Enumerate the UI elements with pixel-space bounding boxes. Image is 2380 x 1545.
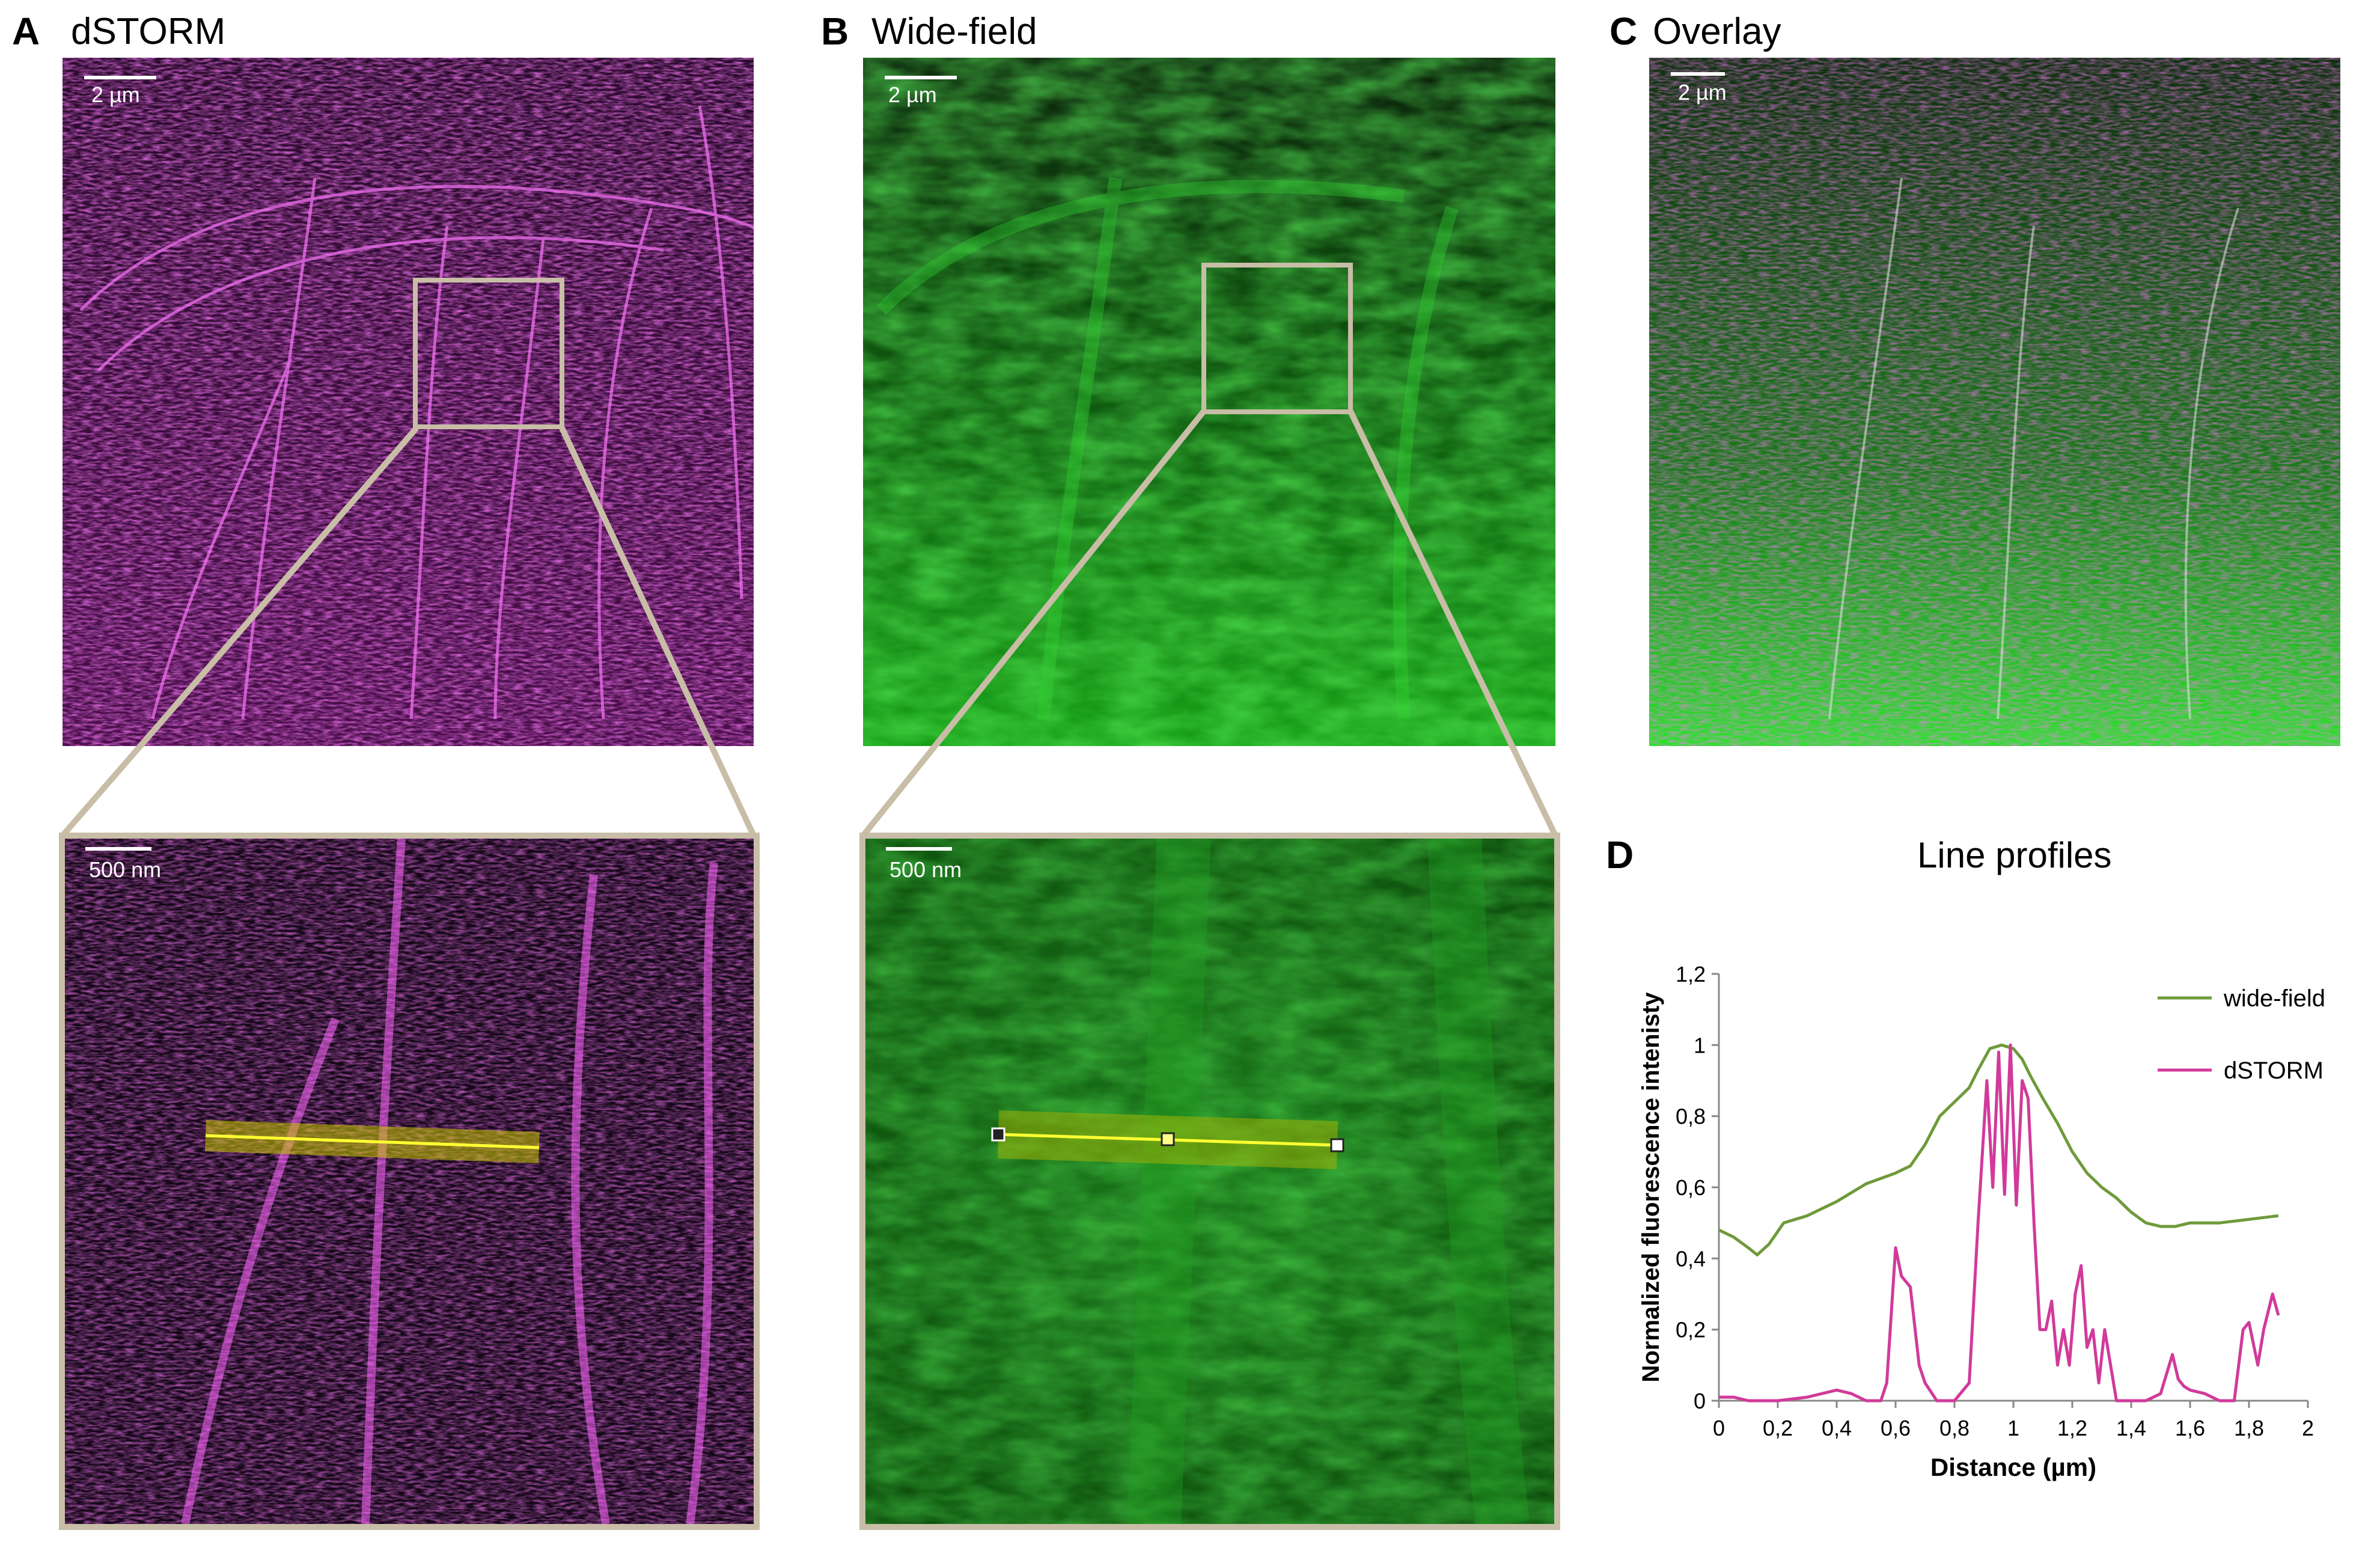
dstorm-zoom-image: 500 nm <box>59 833 760 1530</box>
panel-letter-d: D <box>1606 833 1634 877</box>
line-roi-b[interactable] <box>865 839 1554 1524</box>
y-tick-label: 0,2 <box>1676 1318 1706 1342</box>
scale-bar <box>886 847 952 851</box>
scale-bar <box>85 847 151 851</box>
panel-title-c: Overlay <box>1653 11 1781 52</box>
x-tick-label: 1,8 <box>2234 1416 2264 1440</box>
x-tick-label: 1,4 <box>2116 1416 2146 1440</box>
x-tick-label: 1,6 <box>2175 1416 2205 1440</box>
scale-bar <box>885 76 957 79</box>
x-tick-label: 1,2 <box>2057 1416 2087 1440</box>
x-tick-label: 1 <box>2007 1416 2019 1440</box>
y-axis-label: Normalized fluorescence intenisty <box>1638 992 1664 1383</box>
series-line-dstorm <box>1719 1043 2280 1403</box>
panel-letter-c: C <box>1610 10 1638 53</box>
roi-box-b <box>1201 263 1353 414</box>
x-tick-label: 0,2 <box>1763 1416 1793 1440</box>
roi-box-a <box>413 278 564 429</box>
widefield-zoom-image: 500 nm <box>859 833 1560 1530</box>
line-roi-a[interactable] <box>65 839 754 1524</box>
overlay-image: 2 µm <box>1649 58 2340 746</box>
x-tick-label: 0 <box>1713 1416 1725 1440</box>
widefield-image: 2 µm <box>863 58 1555 746</box>
y-tick-label: 1,2 <box>1676 962 1706 987</box>
x-axis-label: Distance (µm) <box>1930 1453 2096 1481</box>
y-tick-label: 0,4 <box>1676 1246 1706 1271</box>
scale-bar <box>84 76 156 79</box>
roi-handle-mid[interactable] <box>1161 1132 1175 1146</box>
roi-handle-start[interactable] <box>991 1127 1005 1142</box>
legend-label: dSTORM <box>2224 1057 2324 1084</box>
panel-letter-b: B <box>821 10 849 53</box>
scale-bar-label: 2 µm <box>1678 80 1727 105</box>
scale-bar-label: 2 µm <box>888 82 937 107</box>
y-tick-label: 0 <box>1694 1389 1706 1413</box>
dstorm-image: 2 µm <box>63 58 754 746</box>
panel-letter-a: A <box>12 10 40 53</box>
panel-title-a: dSTORM <box>71 11 226 52</box>
line-profile-chart: 0 0,2 0,4 0,6 0,8 1 1,2 1,4 1,6 1,8 2 0 0,2 0,4 0,6 0,8… <box>1638 962 2325 1481</box>
x-tick-label: 0,6 <box>1881 1416 1911 1440</box>
y-tick-label: 0,6 <box>1676 1175 1706 1200</box>
y-tick-label: 0,8 <box>1676 1104 1706 1129</box>
scale-bar <box>1671 72 1725 76</box>
panel-title-b: Wide-field <box>871 11 1037 52</box>
chart-title: Line profiles <box>1917 835 2112 875</box>
x-tick-label: 0,8 <box>1939 1416 1970 1440</box>
scale-bar-label: 500 nm <box>889 857 962 882</box>
legend-label: wide-field <box>2223 985 2325 1012</box>
x-tick-label: 2 <box>2302 1416 2314 1440</box>
roi-handle-end[interactable] <box>1330 1138 1344 1152</box>
scale-bar-label: 2 µm <box>91 82 140 107</box>
x-tick-label: 0,4 <box>1822 1416 1852 1440</box>
y-tick-label: 1 <box>1694 1033 1706 1057</box>
series-line-wide-field <box>1718 1043 2279 1256</box>
scale-bar-label: 500 nm <box>89 857 162 882</box>
